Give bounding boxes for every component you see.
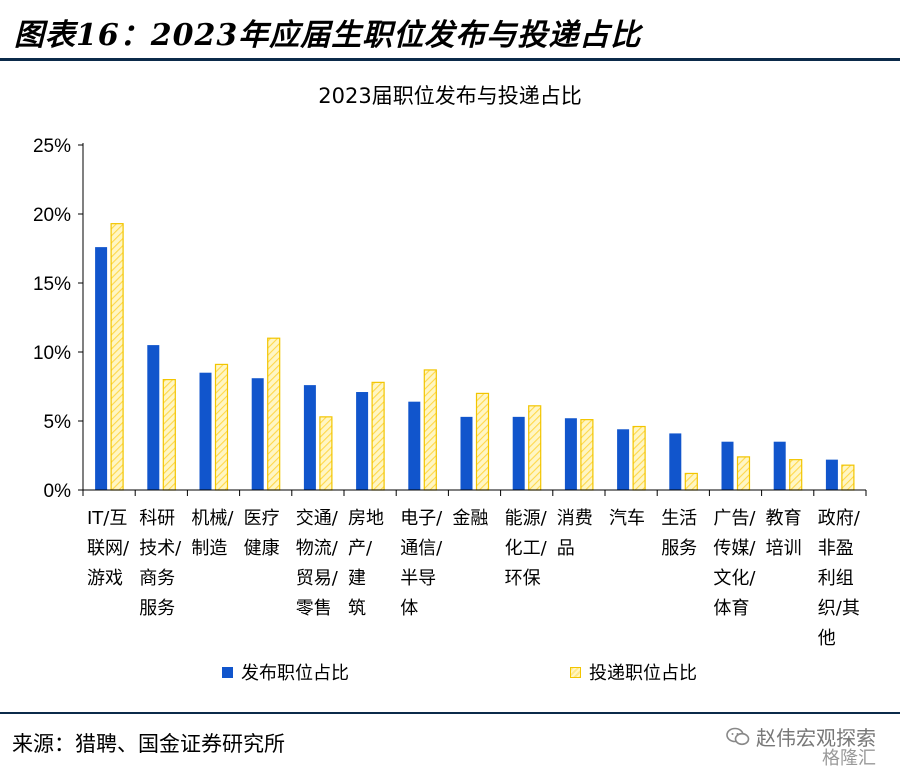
x-tick-label: 金融 xyxy=(452,508,488,529)
x-tick-label: 汽车 xyxy=(609,508,645,529)
bar-applied xyxy=(371,381,385,491)
legend-item-published: 发布职位占比 xyxy=(222,659,349,685)
x-tick-label: 房地产/建筑 xyxy=(348,508,384,619)
chart-title: 2023届职位发布与投递占比 xyxy=(318,84,582,108)
bar-applied xyxy=(267,337,281,491)
watermark-text: 赵伟宏观探索 xyxy=(756,726,876,750)
watermark: 赵伟宏观探索 xyxy=(726,722,876,751)
bar-published xyxy=(460,416,473,490)
bar-applied xyxy=(632,425,646,491)
bar-published xyxy=(95,247,108,490)
legend-label-published: 发布职位占比 xyxy=(241,663,349,684)
bar-applied xyxy=(528,405,542,491)
bottom-rule xyxy=(0,712,900,714)
bar-applied xyxy=(841,464,855,491)
y-tick-label: 20% xyxy=(33,205,71,226)
bar-published xyxy=(408,401,421,490)
bar-published xyxy=(251,378,264,490)
bar-applied xyxy=(214,363,229,491)
legend-item-applied: 投递职位占比 xyxy=(570,659,697,685)
bar-applied xyxy=(162,379,176,491)
bar-published xyxy=(303,385,316,490)
legend-swatch-published xyxy=(222,666,233,678)
bar-published xyxy=(512,416,525,490)
x-tick-label: IT/互联网/游戏 xyxy=(87,508,130,589)
top-rule xyxy=(0,58,900,61)
x-tick-label: 机械/制造 xyxy=(191,508,234,559)
bar-applied xyxy=(475,392,490,491)
bar-applied xyxy=(736,456,751,491)
bar-published xyxy=(669,433,682,490)
figure-title: 图表16：2023年应届生职位发布与投递占比 xyxy=(14,18,642,53)
bar-applied xyxy=(110,223,124,491)
y-tick-label: 0% xyxy=(44,481,72,502)
bar-applied xyxy=(423,369,437,491)
x-tick-label: 医疗健康 xyxy=(244,508,280,559)
x-tick-label: 消费品 xyxy=(557,508,593,559)
x-tick-label: 电子/通信/半导体 xyxy=(400,508,443,619)
bar-published xyxy=(825,459,838,490)
bar-applied xyxy=(789,459,803,491)
bar-published xyxy=(147,345,160,490)
bar-published xyxy=(356,392,369,490)
bar-published xyxy=(773,441,786,490)
x-tick-label: 能源/化工/环保 xyxy=(505,508,548,589)
bar-applied xyxy=(684,472,698,491)
x-tick-label: 生活服务 xyxy=(661,508,697,559)
y-tick-label: 5% xyxy=(44,412,72,433)
x-tick-label: 政府/非盈利组织/其他 xyxy=(818,508,861,649)
y-tick-label: 10% xyxy=(33,343,71,364)
x-tick-label: 广告/传媒/文化/体育 xyxy=(713,508,756,619)
watermark-secondary: 格隆汇 xyxy=(822,748,876,769)
bar-published xyxy=(617,429,630,490)
bar-published xyxy=(564,418,577,490)
bar-published xyxy=(199,372,212,490)
bar-applied xyxy=(319,416,333,491)
bar-published xyxy=(721,441,734,490)
bar-applied xyxy=(580,419,594,491)
legend-swatch-applied xyxy=(570,666,581,678)
x-tick-label: 科研技术/商务服务 xyxy=(139,508,182,619)
y-tick-label: 15% xyxy=(33,274,71,295)
source-note: 来源：猎聘、国金证券研究所 xyxy=(12,732,285,756)
y-tick-label: 25% xyxy=(33,136,71,157)
x-tick-label: 教育培训 xyxy=(766,508,802,559)
x-tick-label: 交通/物流/贸易/零售 xyxy=(296,508,339,619)
legend-label-applied: 投递职位占比 xyxy=(589,663,697,684)
wechat-icon xyxy=(726,727,750,745)
